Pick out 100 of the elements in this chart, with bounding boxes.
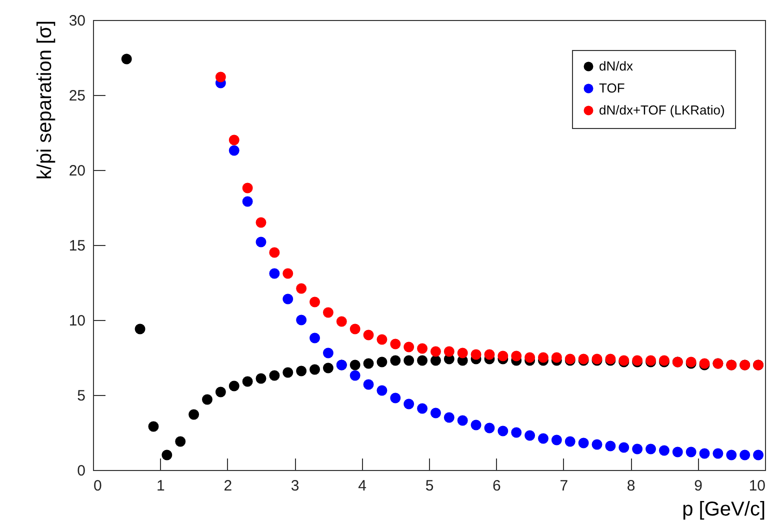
point bbox=[282, 294, 294, 304]
point bbox=[269, 247, 280, 258]
point bbox=[699, 448, 710, 459]
point bbox=[404, 398, 414, 410]
y-tick-label: 20 bbox=[68, 162, 86, 180]
point bbox=[322, 362, 334, 374]
x-axis-title: p [GeV/c] bbox=[682, 498, 766, 520]
point bbox=[376, 385, 388, 396]
point bbox=[605, 440, 616, 452]
point bbox=[322, 348, 334, 358]
y-tick-label: 10 bbox=[68, 312, 86, 330]
point bbox=[350, 370, 360, 381]
point bbox=[376, 356, 388, 368]
point bbox=[148, 421, 159, 432]
point bbox=[228, 380, 240, 392]
point bbox=[564, 436, 576, 447]
point bbox=[524, 430, 536, 441]
x-tick-label: 1 bbox=[156, 478, 165, 494]
point bbox=[296, 366, 307, 376]
point bbox=[417, 355, 428, 366]
point bbox=[376, 334, 388, 345]
point bbox=[296, 283, 307, 294]
point bbox=[121, 54, 132, 64]
point bbox=[363, 358, 374, 369]
point bbox=[753, 450, 764, 460]
point bbox=[242, 182, 253, 194]
point bbox=[404, 342, 414, 352]
point bbox=[256, 217, 266, 228]
point bbox=[269, 370, 280, 381]
y-tick-label: 15 bbox=[68, 238, 86, 254]
y-tick-label: 25 bbox=[68, 88, 86, 104]
point bbox=[417, 403, 428, 414]
point bbox=[350, 360, 360, 370]
x-tick-label: 5 bbox=[425, 478, 434, 494]
point bbox=[484, 422, 495, 434]
point bbox=[430, 408, 441, 418]
point bbox=[524, 352, 536, 363]
x-tick-label: 10 bbox=[748, 478, 766, 494]
x-tick-label: 2 bbox=[224, 478, 232, 494]
y-tick-label: 30 bbox=[68, 12, 86, 30]
y-tick-label: 0 bbox=[77, 462, 86, 480]
point bbox=[269, 268, 280, 279]
point bbox=[242, 376, 253, 387]
x-tick-label: 6 bbox=[492, 478, 501, 494]
point bbox=[592, 439, 602, 450]
point bbox=[632, 444, 643, 454]
point bbox=[162, 450, 172, 460]
point bbox=[470, 349, 482, 360]
point bbox=[511, 350, 522, 362]
x-tick-label: 9 bbox=[694, 478, 702, 494]
point bbox=[228, 145, 240, 156]
point bbox=[350, 324, 360, 334]
point bbox=[618, 442, 630, 453]
point bbox=[470, 420, 482, 430]
point bbox=[511, 427, 522, 438]
x-tick-label: 3 bbox=[290, 478, 300, 494]
point bbox=[578, 438, 589, 448]
point bbox=[363, 330, 374, 340]
x-tick-label: 4 bbox=[358, 478, 366, 494]
point bbox=[310, 296, 320, 308]
point bbox=[538, 352, 548, 363]
legend-label: dN/dx bbox=[599, 58, 634, 74]
point bbox=[215, 386, 226, 398]
point bbox=[390, 338, 401, 350]
point bbox=[417, 343, 428, 354]
point bbox=[336, 316, 347, 327]
point bbox=[538, 433, 548, 444]
point bbox=[363, 379, 374, 390]
point bbox=[658, 445, 670, 456]
point bbox=[215, 72, 226, 82]
point bbox=[256, 373, 266, 384]
point bbox=[242, 196, 253, 207]
point bbox=[457, 415, 468, 426]
legend-label: TOF bbox=[599, 80, 625, 96]
point bbox=[228, 134, 240, 146]
point bbox=[444, 346, 454, 357]
point bbox=[322, 307, 334, 318]
y-tick-label: 5 bbox=[77, 388, 86, 404]
point bbox=[404, 355, 414, 366]
point bbox=[256, 236, 266, 248]
legend-label: dN/dx+TOF (LKRatio) bbox=[599, 102, 725, 118]
point bbox=[296, 314, 307, 326]
point bbox=[390, 392, 401, 404]
point bbox=[430, 355, 441, 366]
point bbox=[188, 409, 200, 420]
point bbox=[282, 367, 294, 378]
point bbox=[712, 448, 724, 459]
point bbox=[134, 324, 146, 334]
point bbox=[175, 436, 186, 447]
point bbox=[390, 355, 401, 366]
point bbox=[444, 412, 454, 423]
point bbox=[551, 434, 562, 446]
point bbox=[498, 350, 508, 362]
point bbox=[740, 450, 750, 460]
point bbox=[646, 444, 656, 454]
point bbox=[498, 426, 508, 436]
point bbox=[310, 332, 320, 344]
point bbox=[551, 352, 562, 363]
point bbox=[484, 349, 495, 360]
point bbox=[726, 450, 737, 460]
